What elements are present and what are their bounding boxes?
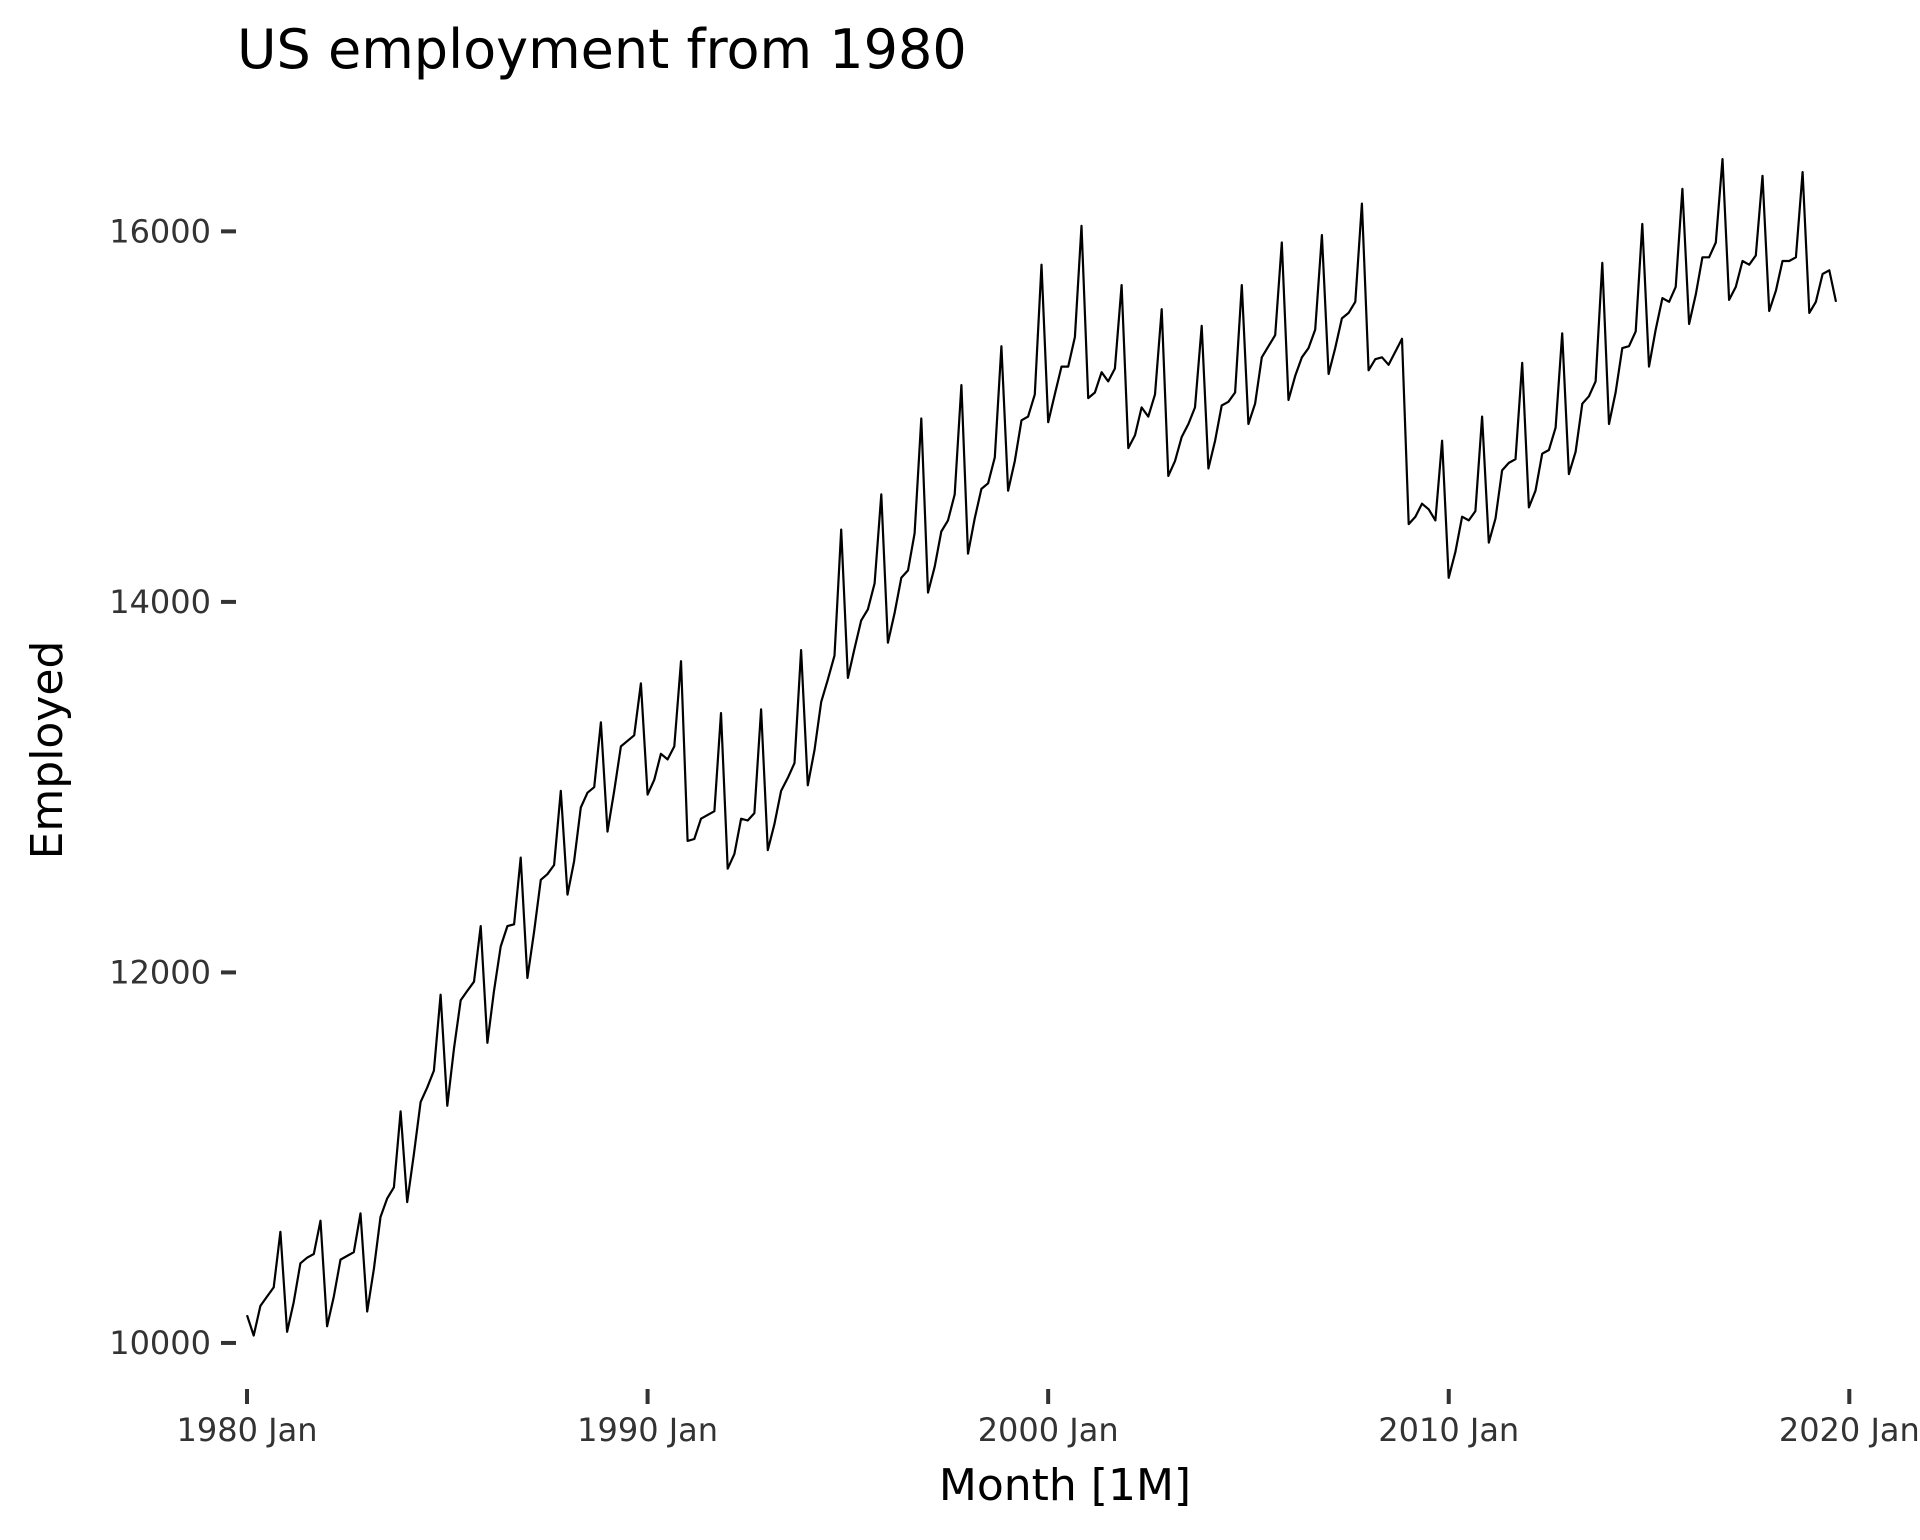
x-axis-title: Month [1M] — [939, 1460, 1191, 1511]
y-tick-label: 16000 — [109, 212, 211, 250]
chart-title: US employment from 1980 — [237, 18, 967, 81]
y-tick-label: 14000 — [109, 583, 211, 621]
x-axis: 1980 Jan 1990 Jan 2000 Jan 2010 Jan 2020 Jan — [177, 1389, 1920, 1449]
x-tick-label: 1990 Jan — [577, 1411, 718, 1449]
x-tick-label: 1980 Jan — [177, 1411, 318, 1449]
x-tick-label: 2010 Jan — [1378, 1411, 1519, 1449]
series-line — [245, 158, 1838, 1337]
x-tick-label: 2000 Jan — [978, 1411, 1119, 1449]
x-tick-label: 2020 Jan — [1779, 1411, 1920, 1449]
y-axis: 10000 12000 14000 16000 — [109, 212, 236, 1362]
y-tick-label: 10000 — [109, 1324, 211, 1362]
plot-area — [245, 158, 1838, 1337]
y-tick-label: 12000 — [109, 953, 211, 991]
y-axis-title: Employed — [22, 641, 73, 860]
